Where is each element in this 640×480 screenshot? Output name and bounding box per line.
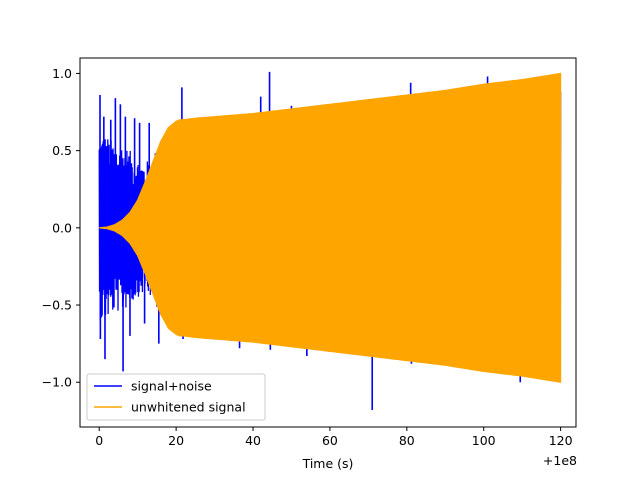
x-axis-offset-text: +1e8 bbox=[543, 453, 577, 468]
y-tick-label: −0.5 bbox=[42, 298, 72, 313]
plot-area bbox=[98, 71, 562, 411]
y-tick-label: 0.0 bbox=[52, 220, 72, 235]
axes: 0 20 40 60 80 100 120 −1.0 −0.5 0.0 0.5 1.0 bbox=[42, 57, 577, 448]
x-tick-label: 80 bbox=[399, 433, 415, 448]
series-area-unwhitened-signal bbox=[99, 72, 562, 383]
axes-frame bbox=[79, 57, 577, 428]
x-tick-label: 20 bbox=[168, 433, 184, 448]
y-tick-label: 1.0 bbox=[52, 66, 72, 81]
y-tick-label: −1.0 bbox=[42, 375, 72, 390]
legend-box bbox=[86, 373, 266, 421]
legend-label-unwhitened-signal: unwhitened signal bbox=[131, 400, 246, 415]
x-tick-label: 60 bbox=[322, 433, 338, 448]
x-tick-label: 40 bbox=[245, 433, 261, 448]
x-tick-label: 0 bbox=[95, 433, 103, 448]
y-tick-label: 0.5 bbox=[52, 143, 72, 158]
legend-label-signal-noise: signal+noise bbox=[131, 379, 212, 394]
x-axis-label: Time (s) bbox=[302, 456, 354, 471]
series-group bbox=[98, 71, 562, 411]
x-tick-label: 120 bbox=[549, 433, 573, 448]
x-tick-label: 100 bbox=[472, 433, 496, 448]
legend: signal+noise unwhitened signal bbox=[86, 373, 266, 421]
